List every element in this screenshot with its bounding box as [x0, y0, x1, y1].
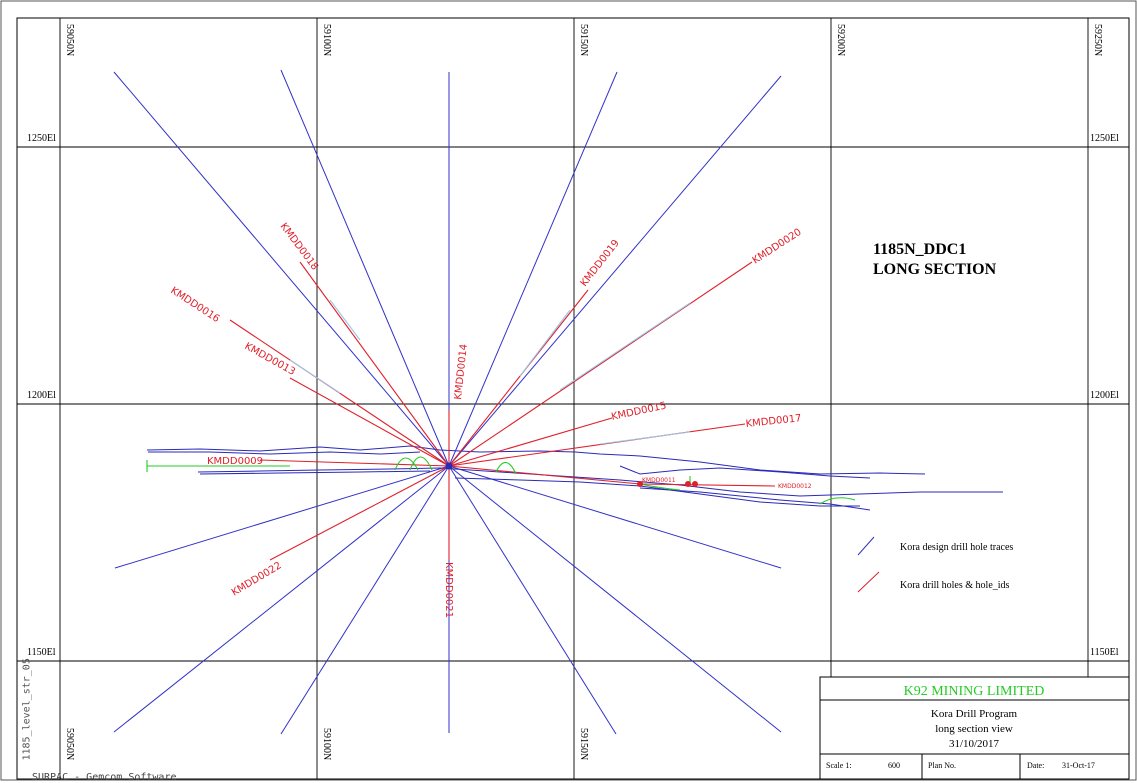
- northing-top-59050N: 59050N: [64, 24, 75, 56]
- section-title-line2: LONG SECTION: [873, 261, 997, 278]
- elevation-left-1200: 1200El: [27, 390, 56, 401]
- elevation-left-1250: 1250El: [27, 133, 56, 144]
- file-name-sidebar: 1185_level_str_05: [21, 658, 33, 761]
- program-name: Kora Drill Program: [931, 708, 1018, 720]
- date-label: Date:: [1027, 761, 1044, 770]
- legend-design-swatch: [857, 536, 875, 556]
- northing-top-59100N: 59100N: [321, 24, 332, 56]
- design-drill-hole-traces: [113, 69, 782, 735]
- hole-label-kmdd0012: KMDD0012: [778, 483, 812, 490]
- legend: Kora design drill hole traces Kora drill…: [857, 536, 1013, 593]
- program-date: 31/10/2017: [949, 738, 1000, 750]
- underground-drives: [146, 445, 1003, 511]
- legend-actual-label: Kora drill holes & hole_ids: [900, 580, 1010, 591]
- legend-design-label: Kora design drill hole traces: [900, 542, 1013, 553]
- plan-number-label: Plan No.: [928, 761, 956, 770]
- collar-markers: [445, 462, 698, 487]
- hole-label-kmdd0011: KMDD0011: [642, 477, 676, 484]
- title-block: K92 MINING LIMITED Kora Drill Program lo…: [819, 676, 1130, 780]
- view-name: long section view: [935, 723, 1013, 735]
- northing-bottom-59150N: 59150N: [578, 728, 589, 760]
- hole-label-kmdd0014: KMDD0014: [453, 343, 470, 400]
- scale-label: Scale 1:: [826, 761, 852, 770]
- hole-label-kmdd0017: KMDD0017: [745, 413, 802, 430]
- legend-actual-swatch: [857, 571, 880, 593]
- northing-bottom-59050N: 59050N: [64, 728, 75, 760]
- date-value: 31-Oct-17: [1062, 761, 1095, 770]
- northing-top-59250N: 59250N: [1092, 24, 1103, 56]
- elevation-right-1200: 1200El: [1090, 390, 1119, 401]
- hole-label-kmdd0022: KMDD0022: [230, 560, 284, 598]
- scale-value: 600: [888, 761, 900, 770]
- section-title-line1: 1185N_DDC1: [873, 241, 966, 258]
- northing-top-59200N: 59200N: [835, 24, 846, 56]
- hole-label-kmdd0016: KMDD0016: [168, 285, 221, 325]
- hole-label-kmdd0018: KMDD0018: [278, 221, 321, 272]
- actual-drill-holes: [229, 261, 776, 561]
- hole-label-kmdd0021: KMDD0021: [443, 562, 454, 618]
- company-name: K92 MINING LIMITED: [904, 684, 1045, 699]
- northing-bottom-59100N: 59100N: [321, 728, 332, 760]
- hole-label-kmdd0009: KMDD0009: [207, 456, 263, 467]
- software-footer: SURPAC - Gemcom Software: [32, 772, 177, 783]
- elevation-left-1150: 1150El: [27, 647, 56, 658]
- hole-label-kmdd0020: KMDD0020: [751, 227, 804, 267]
- elevation-right-1250: 1250El: [1090, 133, 1119, 144]
- green-features: [146, 456, 856, 505]
- elevation-right-1150: 1150El: [1090, 647, 1119, 658]
- hole-label-kmdd0019: KMDD0019: [579, 238, 622, 289]
- drawing-border: [16, 17, 1130, 780]
- northing-top-59150N: 59150N: [578, 24, 589, 56]
- grid: [17, 18, 1129, 779]
